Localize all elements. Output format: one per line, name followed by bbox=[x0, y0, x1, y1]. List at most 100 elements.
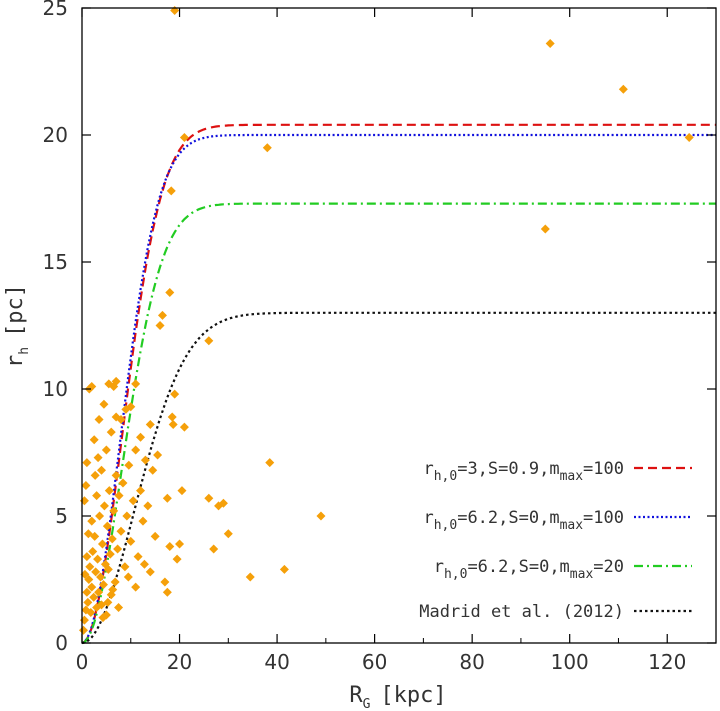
curve-1 bbox=[81, 123, 716, 645]
scatter-point bbox=[83, 529, 93, 539]
y-axis-label: rh[pc] bbox=[3, 284, 32, 368]
scatter-point bbox=[82, 587, 92, 597]
x-tick-label: 100 bbox=[551, 650, 589, 674]
y-tick-label: 5 bbox=[55, 504, 68, 528]
scatter-point bbox=[145, 420, 155, 430]
scatter-point bbox=[114, 602, 124, 612]
scatter-point bbox=[245, 572, 255, 582]
legend-label-1: rh,0=3,S=0.9,mmax=100 bbox=[423, 459, 624, 484]
y-tick-label: 10 bbox=[43, 377, 68, 401]
scatter-point bbox=[218, 498, 228, 508]
scatter-point bbox=[118, 478, 128, 488]
legend-label-3: rh,0=6.2,S=0,mmax=20 bbox=[434, 557, 624, 582]
legend-label-4: Madrid et al. (2012) bbox=[419, 602, 624, 622]
scatter-point bbox=[204, 336, 214, 346]
scatter-point bbox=[89, 435, 99, 445]
curves-layer bbox=[81, 123, 716, 645]
y-tick-label: 15 bbox=[43, 250, 68, 274]
scatter-point bbox=[165, 541, 175, 551]
scatter-point bbox=[131, 379, 141, 389]
scatter-point bbox=[136, 486, 146, 496]
scatter-point bbox=[96, 572, 106, 582]
scatter-point bbox=[109, 506, 119, 516]
scatter-point bbox=[92, 491, 102, 501]
scatter-point bbox=[101, 445, 111, 455]
curve-3 bbox=[81, 202, 716, 645]
scatter-point bbox=[179, 422, 189, 432]
scatter-point bbox=[107, 534, 117, 544]
y-tick-label: 0 bbox=[55, 631, 68, 655]
scatter-point bbox=[97, 539, 107, 549]
scatter-point bbox=[97, 465, 107, 475]
scatter-point bbox=[90, 470, 100, 480]
scatter-point bbox=[155, 321, 165, 330]
scatter-point bbox=[111, 470, 121, 480]
scatter-point bbox=[204, 493, 214, 503]
scatter-point bbox=[99, 399, 109, 409]
scatter-point bbox=[150, 531, 160, 541]
legend-label-2: rh,0=6.2,S=0,mmax=100 bbox=[423, 508, 624, 533]
scatter-point bbox=[545, 39, 555, 49]
curve-4 bbox=[81, 311, 716, 645]
x-tick-label: 80 bbox=[459, 650, 484, 674]
x-tick-label: 60 bbox=[362, 650, 387, 674]
scatter-layer bbox=[78, 6, 694, 635]
scatter-point bbox=[262, 143, 272, 153]
scatter-point bbox=[105, 549, 115, 559]
scatter-point bbox=[93, 453, 103, 463]
scatter-point bbox=[166, 186, 176, 196]
scatter-point bbox=[684, 133, 694, 143]
scatter-point bbox=[131, 582, 141, 592]
scatter-point bbox=[114, 491, 124, 501]
scatter-point bbox=[104, 486, 114, 496]
plot-frame bbox=[81, 7, 717, 644]
scatter-point bbox=[95, 511, 105, 521]
scatter-point bbox=[131, 445, 141, 455]
scatter-point bbox=[80, 569, 90, 579]
scatter-point bbox=[175, 539, 185, 549]
scatter-point bbox=[83, 597, 93, 607]
scatter-point bbox=[162, 493, 172, 503]
scatter-point bbox=[177, 486, 187, 496]
scatter-point bbox=[316, 511, 326, 521]
scatter-point bbox=[170, 389, 180, 399]
scatter-point bbox=[148, 465, 158, 475]
x-tick-label: 0 bbox=[76, 650, 89, 674]
axes-layer: 0 20 40 60 80 100 120 0 5 10 15 20 25 bbox=[43, 0, 717, 674]
scatter-point bbox=[265, 458, 275, 468]
scatter-point bbox=[111, 412, 121, 422]
scatter-point bbox=[165, 287, 175, 297]
scatter-point bbox=[139, 559, 149, 569]
scatter-point bbox=[123, 572, 133, 582]
scatter-point bbox=[113, 544, 123, 554]
scatter-point bbox=[94, 414, 104, 424]
y-tick-label: 20 bbox=[43, 123, 68, 147]
scatter-point bbox=[87, 516, 97, 526]
scatter-point bbox=[89, 592, 99, 602]
x-tick-label: 120 bbox=[648, 650, 686, 674]
scatter-point bbox=[108, 585, 118, 595]
scatter-point bbox=[110, 577, 120, 587]
scatter-point bbox=[145, 567, 155, 577]
legend: rh,0=3,S=0.9,mmax=100 rh,0=6.2,S=0,mmax=1… bbox=[419, 459, 692, 622]
scatter-point bbox=[153, 450, 163, 460]
scatter-point bbox=[120, 562, 130, 572]
curve-2 bbox=[81, 133, 716, 645]
scatter-point bbox=[138, 516, 148, 526]
scatter-point bbox=[88, 547, 98, 557]
scatter-point bbox=[167, 412, 177, 422]
scatter-point bbox=[103, 597, 113, 607]
scatter-point bbox=[78, 625, 88, 635]
scatter-point bbox=[106, 427, 116, 437]
scatter-point bbox=[86, 608, 96, 618]
scatter-point bbox=[87, 582, 97, 592]
scatter-point bbox=[162, 587, 172, 597]
scatter-point bbox=[143, 501, 153, 511]
scatter-point bbox=[172, 554, 182, 564]
scatter-point bbox=[99, 501, 109, 511]
scatter-point bbox=[116, 526, 126, 536]
scatter-point bbox=[91, 567, 101, 577]
scatter-point bbox=[136, 432, 146, 442]
